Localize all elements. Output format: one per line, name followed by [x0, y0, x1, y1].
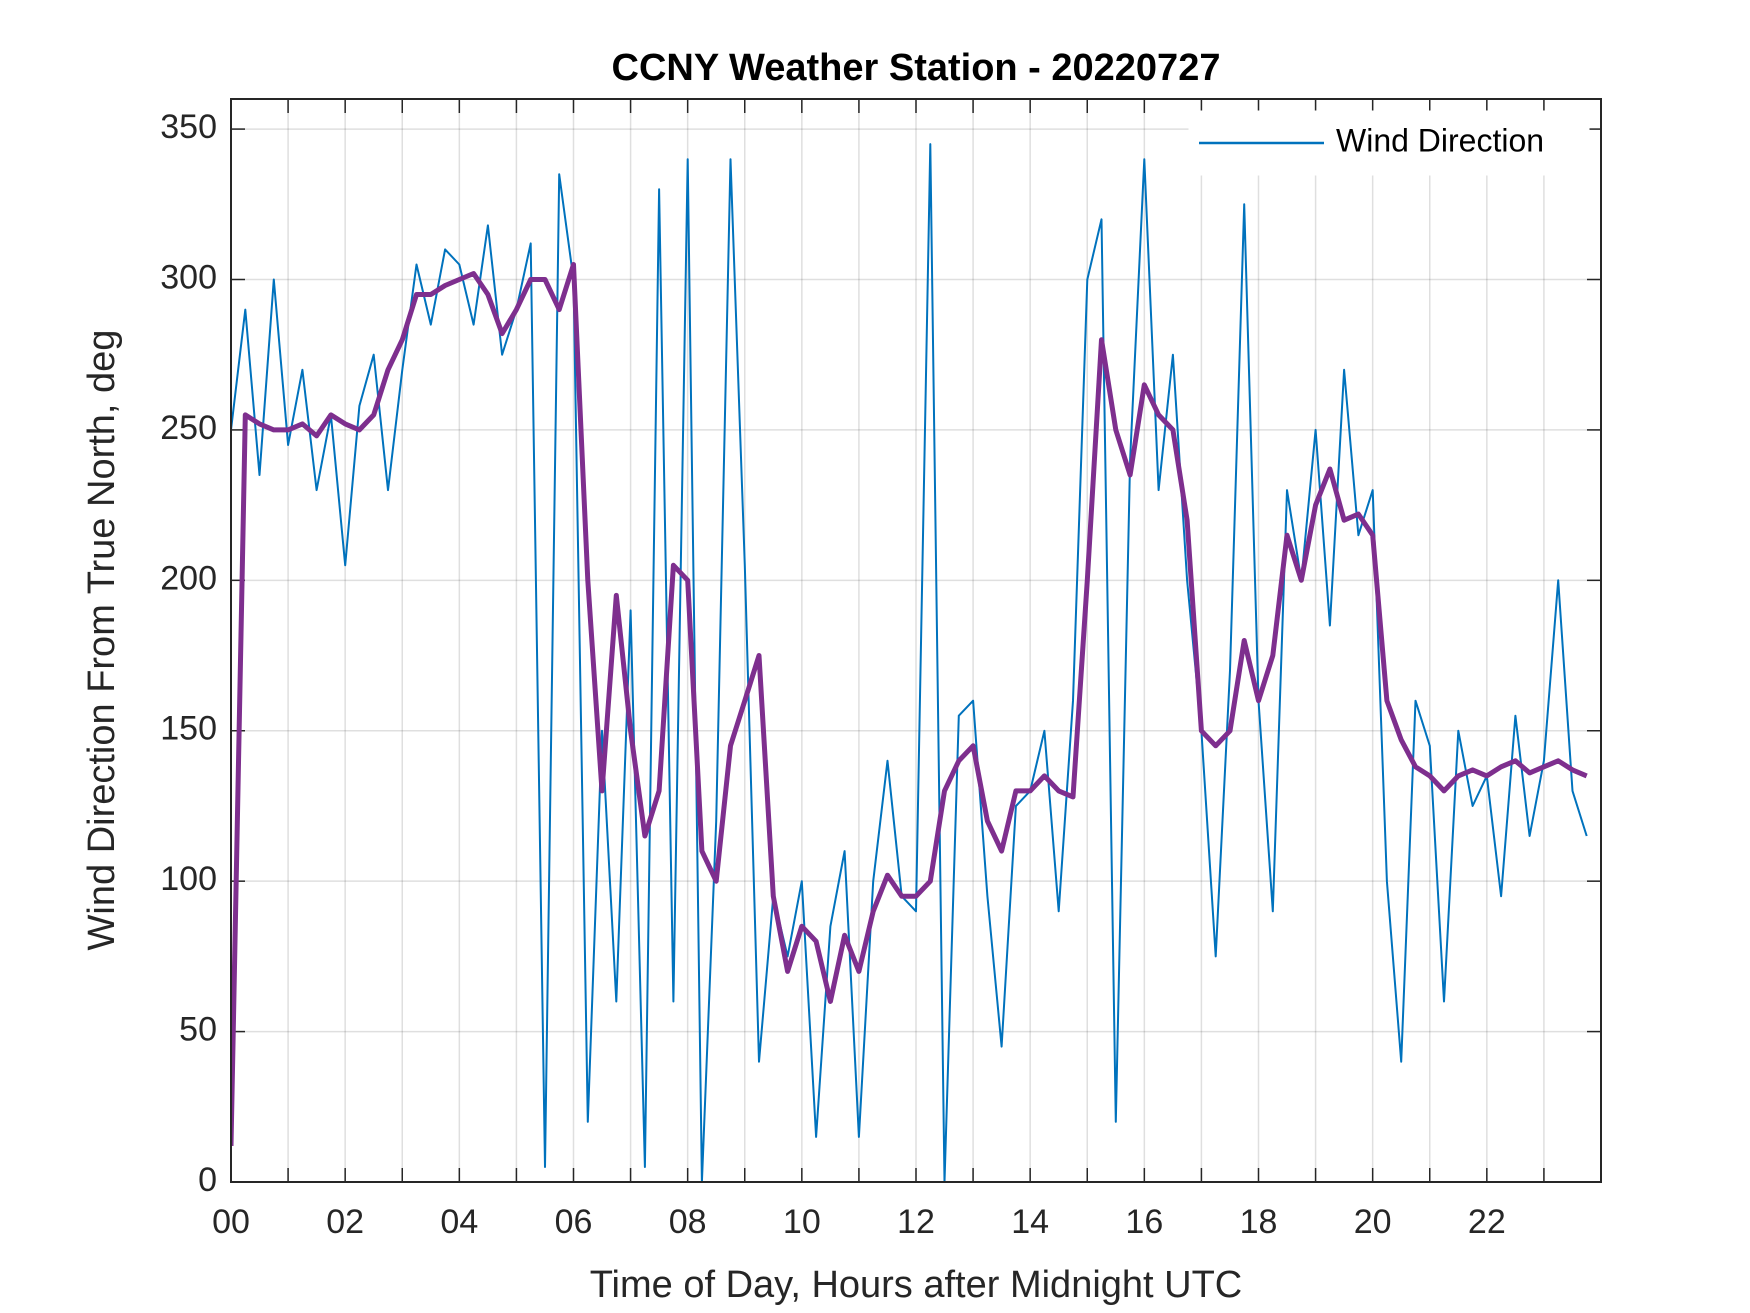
y-tick-label: 150: [160, 710, 217, 748]
legend-label: Wind Direction: [1336, 122, 1544, 158]
x-tick-label: 04: [440, 1203, 478, 1241]
y-tick-label: 350: [160, 108, 217, 146]
x-tick-label: 06: [555, 1203, 593, 1241]
x-tick-label: 12: [897, 1203, 935, 1241]
y-tick-label: 100: [160, 860, 217, 898]
chart-title: CCNY Weather Station - 20220727: [612, 47, 1221, 89]
x-tick-label: 22: [1468, 1203, 1506, 1241]
axes-box: [230, 98, 1602, 1183]
x-tick-label: 00: [212, 1203, 250, 1241]
y-tick-label: 50: [179, 1011, 217, 1049]
y-axis-label: Wind Direction From True North, deg: [81, 330, 123, 951]
y-tick-label: 250: [160, 409, 217, 447]
x-axis-label: Time of Day, Hours after Midnight UTC: [590, 1264, 1243, 1306]
x-tick-label: 20: [1354, 1203, 1392, 1241]
series-line: [231, 143, 1588, 1182]
x-tick-label: 18: [1240, 1203, 1278, 1241]
x-tick-label: 14: [1011, 1203, 1049, 1241]
x-tick-label: 02: [326, 1203, 364, 1241]
y-tick-label: 200: [160, 559, 217, 597]
y-tick-label: 300: [160, 258, 217, 296]
x-tick-label: 16: [1125, 1203, 1163, 1241]
x-tick-label: 10: [783, 1203, 821, 1241]
series-line: [231, 262, 1588, 1146]
x-tick-label: 08: [669, 1203, 707, 1241]
y-tick-label: 0: [198, 1161, 217, 1199]
